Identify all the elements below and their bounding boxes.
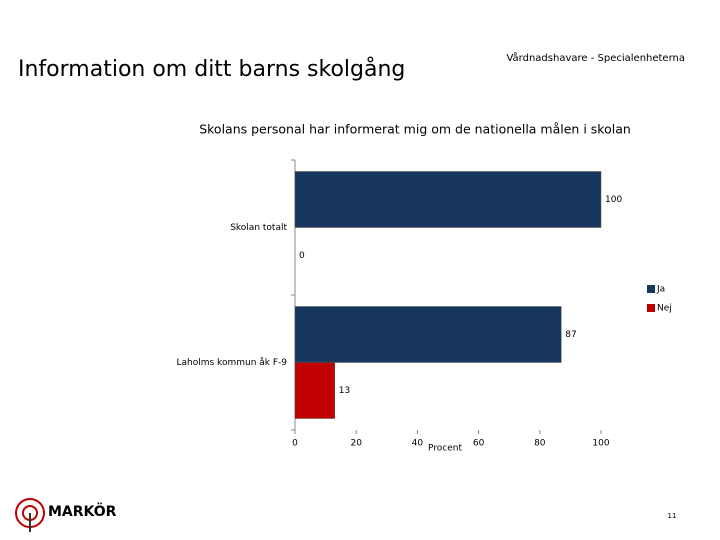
value-label: 100 — [605, 195, 622, 205]
logo: MARKÖR — [15, 498, 117, 532]
x-tick-label: 40 — [412, 439, 424, 449]
x-tick-label: 0 — [292, 439, 298, 449]
x-tick-label: 20 — [350, 439, 362, 449]
slide-title: Information om ditt barns skolgång — [18, 56, 405, 82]
value-label: 87 — [565, 330, 576, 340]
x-tick-label: 60 — [473, 439, 485, 449]
legend-swatch — [647, 304, 655, 312]
y-tick-label: Skolan totalt — [230, 223, 287, 233]
x-tick-label: 100 — [592, 439, 609, 449]
bar — [294, 362, 336, 419]
legend-label: Nej — [657, 304, 672, 314]
x-axis-label: Procent — [428, 444, 462, 454]
slide-subtitle: Vårdnadshavare - Specialenheterna — [506, 51, 685, 64]
chart-title: Skolans personal har informerat mig om d… — [199, 122, 631, 137]
bar — [294, 171, 602, 228]
legend-swatch — [647, 285, 655, 293]
value-label: 0 — [299, 251, 305, 261]
x-tick-label: 80 — [534, 439, 546, 449]
page-number: 11 — [668, 512, 677, 520]
value-label: 13 — [339, 386, 350, 396]
logo-text: MARKÖR — [48, 502, 117, 520]
y-tick-label: Laholms kommun åk F-9 — [177, 357, 288, 368]
bar — [294, 306, 562, 363]
legend-label: Ja — [656, 285, 665, 295]
